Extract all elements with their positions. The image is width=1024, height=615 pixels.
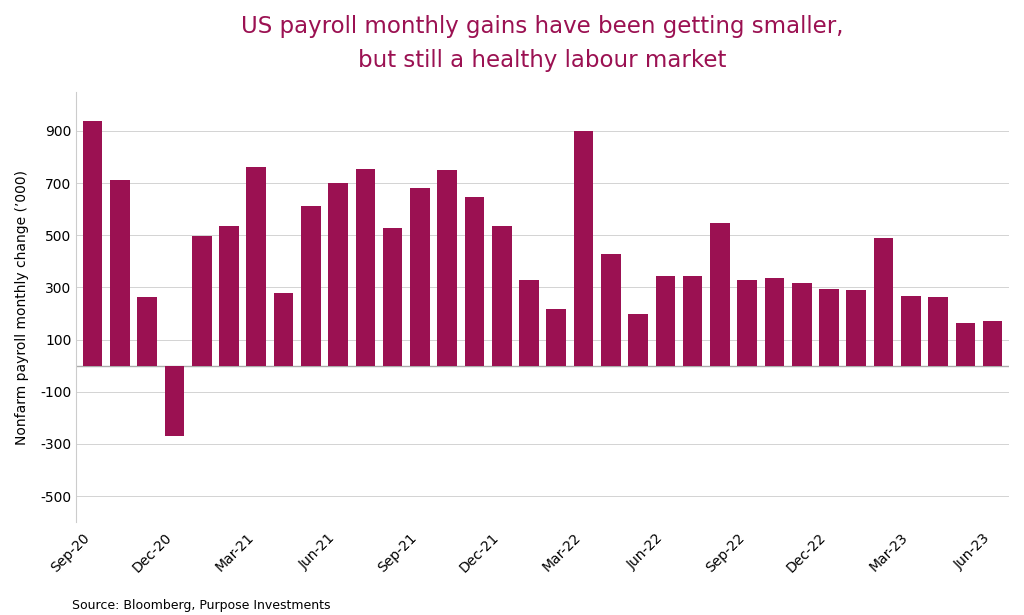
Bar <box>83 121 102 366</box>
Bar <box>655 276 675 366</box>
Bar <box>410 188 430 366</box>
Bar <box>547 309 566 366</box>
Bar <box>110 180 130 366</box>
Bar <box>355 169 375 366</box>
Bar <box>601 254 621 366</box>
Bar <box>929 297 948 366</box>
Bar <box>301 205 321 366</box>
Bar <box>901 296 921 366</box>
Bar <box>983 320 1002 366</box>
Bar <box>955 323 975 366</box>
Bar <box>765 279 784 366</box>
Bar <box>191 236 212 366</box>
Bar <box>273 293 293 366</box>
Bar <box>437 170 457 366</box>
Bar <box>573 131 593 366</box>
Text: Source: Bloomberg, Purpose Investments: Source: Bloomberg, Purpose Investments <box>72 599 330 612</box>
Bar <box>137 297 157 366</box>
Bar <box>629 314 648 366</box>
Bar <box>792 283 812 366</box>
Bar <box>219 226 239 366</box>
Bar <box>873 239 893 366</box>
Bar <box>737 280 757 366</box>
Bar <box>383 228 402 366</box>
Bar <box>247 167 266 366</box>
Bar <box>465 197 484 366</box>
Y-axis label: Nonfarm payroll monthly change (’000): Nonfarm payroll monthly change (’000) <box>15 170 29 445</box>
Bar <box>847 290 866 366</box>
Bar <box>519 280 539 366</box>
Bar <box>492 226 512 366</box>
Bar <box>329 183 348 366</box>
Title: US payroll monthly gains have been getting smaller,
but still a healthy labour m: US payroll monthly gains have been getti… <box>242 15 844 72</box>
Bar <box>819 289 839 366</box>
Bar <box>710 223 730 366</box>
Bar <box>165 366 184 436</box>
Bar <box>683 276 702 366</box>
